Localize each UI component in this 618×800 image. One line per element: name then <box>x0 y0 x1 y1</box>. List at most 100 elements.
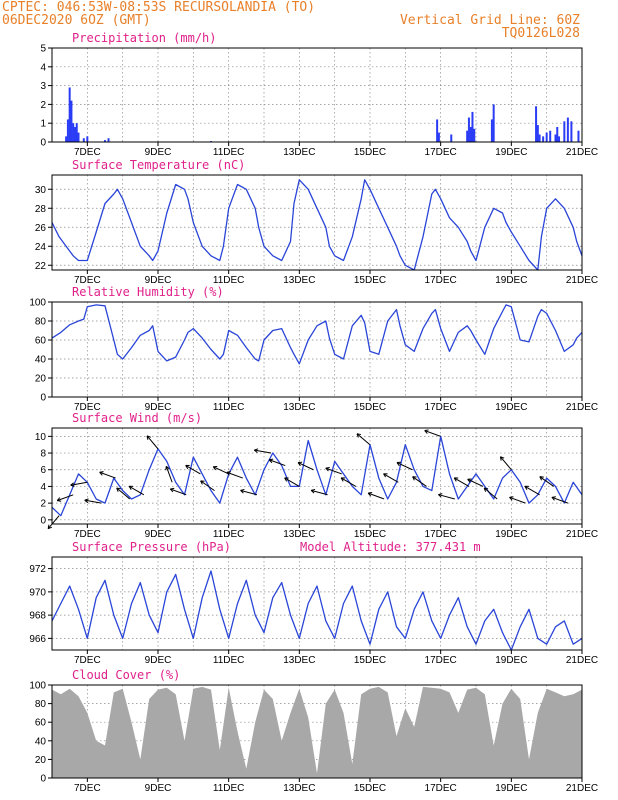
wind-vector <box>47 515 60 530</box>
precip-bar <box>104 140 106 142</box>
precip-bar <box>535 106 538 142</box>
wind-vector <box>165 465 173 483</box>
wind-vector-head <box>368 492 373 494</box>
wind-vector-shaft <box>297 462 314 471</box>
wind-vector <box>70 481 88 487</box>
wind-vector <box>284 477 300 487</box>
pres-ytick-label: 972 <box>29 564 46 575</box>
temp-xtick-label: 13DEC <box>283 275 315 286</box>
wind-vector-head <box>483 487 487 492</box>
wind-vector <box>551 496 569 504</box>
header-location: CPTEC: 046:53W-08:53S RECURSOLANDIA (TO) <box>2 0 316 15</box>
wind-vector <box>268 458 286 467</box>
wind-vector-head <box>185 465 189 470</box>
precip-bar <box>469 126 472 142</box>
temp-xtick-label: 21DEC <box>566 275 598 286</box>
pres-ytick-label: 968 <box>29 611 46 622</box>
wind-vector <box>185 464 201 475</box>
wind-ytick-label: 2 <box>40 499 46 510</box>
pres-xtick-label: 17DEC <box>425 655 457 666</box>
wind-vector-head <box>269 458 274 461</box>
wind-vector <box>116 487 131 500</box>
wind-vector-head <box>367 492 372 497</box>
rh-ytick-label: 60 <box>35 336 47 347</box>
wind-vector-shaft <box>213 466 229 475</box>
wind-vector-head <box>47 524 50 529</box>
wind-vector-head <box>169 488 174 493</box>
wind-vector-head <box>412 476 415 481</box>
temp-xtick-label: 9DEC <box>145 275 172 286</box>
wind-vector-head <box>57 500 62 502</box>
precip-bar <box>570 121 573 142</box>
wind-vector <box>56 494 74 502</box>
wind-vector-shaft <box>509 496 526 504</box>
wind-vector-head <box>200 480 203 485</box>
wind-vector <box>226 471 243 479</box>
precip-bar <box>65 136 68 142</box>
pres-ytick-label: 970 <box>29 587 46 598</box>
precip-ytick-label: 5 <box>40 44 46 55</box>
wind-vector-head <box>70 482 75 486</box>
precip-bar <box>77 132 80 142</box>
wind-vector-shaft <box>551 496 569 504</box>
precip-frame <box>51 47 583 143</box>
cloud-ytick-label: 100 <box>29 681 46 692</box>
precip-ytick-label: 0 <box>40 138 46 149</box>
wind-vector-head <box>424 430 428 434</box>
cloud-area <box>52 686 582 778</box>
wind-vector-shaft <box>200 480 215 492</box>
pres-xtick-label: 21DEC <box>566 655 598 666</box>
pres-title: Surface Pressure (hPa) <box>72 540 231 554</box>
wind-vector <box>453 477 470 487</box>
wind-vector <box>539 476 555 487</box>
wind-vector-head <box>551 496 556 498</box>
cloud-ytick-label: 80 <box>35 699 47 710</box>
wind-vector-head <box>438 494 442 498</box>
wind-xtick-label: 19DEC <box>495 529 527 540</box>
pres-xtick-label: 15DEC <box>354 655 386 666</box>
wind-vector <box>438 493 455 500</box>
wind-vector-shaft <box>47 515 60 529</box>
wind-vector-shaft <box>185 464 201 475</box>
wind-vector <box>356 433 371 446</box>
wind-vector-shaft <box>99 471 116 479</box>
wind-ytick-label: 8 <box>40 449 46 460</box>
precip-bar <box>471 111 474 142</box>
temp-xtick-label: 17DEC <box>425 275 457 286</box>
precip-bar <box>75 123 78 142</box>
wind-vector-shaft <box>367 492 385 500</box>
wind-panel: 0 2 4 6 8 10 7DEC 9DEC 11DEC 13DEC 15DEC 17DEC 19DEC… <box>35 411 598 540</box>
cloud-frame <box>51 684 583 779</box>
temp-panel: 22 24 26 28 30 7DEC 9DEC 11DEC 13DEC 15DEC 17DEC 19… <box>35 158 598 286</box>
precip-bar <box>492 104 495 142</box>
wind-vector-head <box>539 476 543 481</box>
rh-ytick-label: 40 <box>35 355 47 366</box>
wind-vector-shaft <box>356 433 371 446</box>
wind-vector-head <box>500 456 505 459</box>
wind-vector-head <box>310 490 315 494</box>
wind-vector-head <box>356 433 359 438</box>
wind-vector-shaft <box>170 488 187 496</box>
wind-vector <box>84 498 102 504</box>
wind-vector-head <box>551 496 555 501</box>
wind-vector <box>499 456 512 471</box>
precip-ytick-label: 3 <box>40 81 46 92</box>
wind-vector-shaft <box>254 449 272 454</box>
precip-ytick-label: 4 <box>40 62 46 73</box>
cloud-xtick-label: 19DEC <box>495 783 527 794</box>
precip-bar <box>72 123 75 142</box>
wind-xtick-label: 17DEC <box>425 529 457 540</box>
wind-vector-shaft <box>116 487 131 500</box>
wind-vector-head <box>165 465 170 470</box>
precip-bar <box>490 119 493 142</box>
precip-bar <box>436 119 439 142</box>
wind-vector-shaft <box>438 494 455 500</box>
precip-xtick-label: 19DEC <box>495 147 527 158</box>
rh-xtick-label: 9DEC <box>145 402 172 413</box>
pres-xtick-label: 7DEC <box>74 655 101 666</box>
pres-xtick-label: 9DEC <box>145 655 172 666</box>
wind-vector-shaft <box>128 485 145 496</box>
wind-vector <box>254 448 272 454</box>
wind-vector <box>310 488 328 496</box>
cloud-xtick-label: 7DEC <box>74 783 101 794</box>
